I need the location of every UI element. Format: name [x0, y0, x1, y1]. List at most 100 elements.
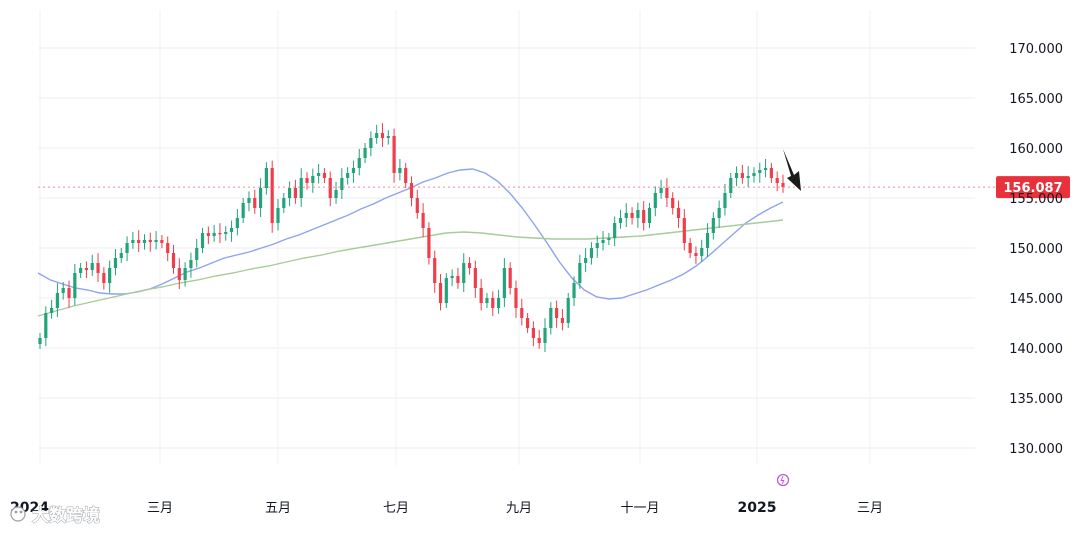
candle	[346, 167, 350, 185]
candle	[224, 226, 228, 241]
candle	[618, 209, 623, 229]
candle	[763, 159, 768, 178]
candle	[398, 159, 402, 181]
candle	[520, 299, 524, 326]
candle	[769, 163, 773, 183]
candle	[322, 168, 327, 183]
candle	[781, 174, 785, 193]
candles	[38, 123, 785, 352]
candle	[404, 163, 408, 188]
candle	[288, 181, 292, 207]
candle	[746, 166, 750, 187]
candle	[351, 160, 356, 183]
moving-average-line	[37, 219, 784, 317]
candle	[79, 263, 83, 278]
watermark-logo: 大数跨境	[10, 505, 100, 526]
candle	[282, 193, 286, 213]
candle	[241, 198, 245, 223]
candle	[560, 309, 565, 331]
candle	[369, 131, 373, 157]
y-tick-label: 155.000	[1009, 192, 1063, 207]
candle	[491, 291, 495, 317]
candle	[572, 276, 576, 307]
candle	[682, 209, 686, 251]
candle	[589, 242, 594, 265]
candle	[142, 234, 147, 250]
candle	[584, 248, 588, 272]
candle	[415, 189, 419, 219]
last-price-line: 156.087	[38, 176, 1070, 199]
candle	[73, 264, 77, 306]
candle	[171, 244, 176, 274]
candle	[496, 289, 501, 314]
candle	[700, 239, 704, 262]
candle	[258, 178, 263, 217]
candle	[293, 179, 298, 204]
candle	[311, 168, 315, 193]
y-tick-label: 135.000	[1009, 392, 1063, 407]
candle	[375, 124, 379, 144]
candle	[711, 212, 715, 240]
candle	[183, 262, 187, 287]
candle	[44, 306, 48, 347]
last-price-badge: 156.087	[996, 176, 1070, 199]
candle	[90, 254, 94, 276]
x-tick-label: 三月	[147, 501, 173, 516]
candle	[438, 274, 443, 311]
event-marker-icon[interactable]	[776, 473, 790, 487]
candle	[102, 267, 106, 290]
y-tick-label: 140.000	[1009, 342, 1063, 357]
candle	[409, 176, 414, 207]
y-tick-label: 150.000	[1009, 242, 1063, 257]
candle	[647, 203, 652, 228]
x-axis: 2024 三月 五月 七月 九月 十一月 2025 三月	[10, 500, 883, 516]
candle	[676, 200, 681, 228]
candle	[467, 257, 472, 275]
arrow-down-icon	[783, 149, 801, 191]
candle	[450, 269, 454, 287]
candle	[734, 166, 739, 187]
candle	[305, 172, 309, 190]
candle	[55, 283, 60, 317]
candle	[218, 223, 222, 243]
candle	[705, 223, 710, 257]
candle	[108, 260, 112, 293]
candle	[137, 230, 141, 252]
candle	[729, 173, 733, 198]
candle	[659, 179, 663, 199]
candle	[50, 299, 54, 319]
candle	[276, 199, 280, 231]
x-tick-label: 2025	[738, 500, 777, 516]
candle	[671, 192, 675, 215]
candle	[555, 300, 559, 328]
candle	[229, 220, 234, 242]
candle	[166, 236, 170, 262]
candle	[665, 178, 669, 207]
candle	[624, 203, 628, 227]
candle	[444, 273, 448, 308]
candle	[688, 238, 692, 258]
y-tick-label: 130.000	[1009, 442, 1063, 457]
candle	[212, 224, 216, 242]
candle	[96, 253, 100, 282]
x-tick-label: 七月	[383, 501, 409, 516]
candle	[752, 167, 756, 183]
candle	[340, 168, 344, 199]
candle	[758, 162, 762, 183]
candle	[247, 191, 251, 212]
candle	[270, 160, 274, 233]
candle	[160, 235, 164, 248]
candle	[630, 207, 634, 225]
x-tick-label: 三月	[857, 501, 883, 516]
y-tick-label: 160.000	[1009, 142, 1063, 157]
x-tick-label: 五月	[265, 501, 291, 516]
candle	[485, 293, 489, 308]
candle	[433, 250, 437, 293]
candle	[119, 248, 123, 263]
candle	[543, 318, 547, 352]
grid-lines	[38, 10, 975, 465]
candle	[206, 226, 210, 245]
candle	[549, 302, 553, 335]
y-tick-label: 165.000	[1009, 92, 1063, 107]
